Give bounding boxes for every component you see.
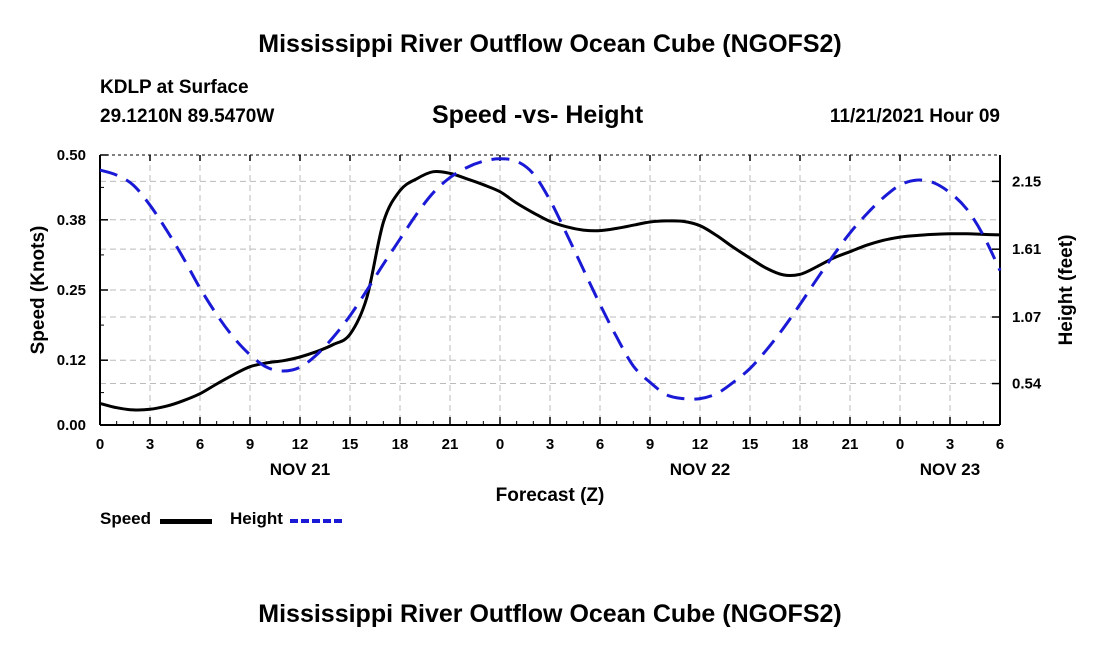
x-date-label: NOV 21 [270,460,330,479]
axes [99,154,1001,426]
y-left-tick-label: 0.12 [57,352,86,369]
station-label: KDLP at Surface [100,77,249,98]
series [99,157,1002,412]
x-tick-label: 9 [646,436,654,453]
x-tick-label: 18 [792,436,809,453]
x-tick-label: 12 [292,436,309,453]
x-tick-label: 6 [196,436,204,453]
y-left-tick-label: 0.25 [57,282,86,299]
x-tick-label: 6 [996,436,1004,453]
x-tick-label: 0 [96,436,104,453]
x-tick-label: 9 [246,436,254,453]
page-title: Mississippi River Outflow Ocean Cube (NG… [258,30,842,58]
chart-title: Speed -vs- Height [432,101,644,129]
x-tick-label: 6 [596,436,604,453]
y-left-tick-label: 0.50 [57,147,86,164]
grid [100,155,1000,425]
x-tick-label: 0 [896,436,904,453]
x-axis-label: Forecast (Z) [496,485,605,506]
y-right-tick-label: 1.61 [1012,241,1041,258]
y-axis-label-right: Height (feet) [1056,235,1077,346]
x-tick-label: 12 [692,436,709,453]
x-tick-label: 15 [742,436,759,453]
legend-height-label: Height [230,509,283,528]
x-tick-label: 15 [342,436,359,453]
labels: 0 3 6 9 12 15 18 21 0 3 6 9 12 15 18 21 0 3 6 NOV 21 NOV 22 N… [28,147,1077,506]
y-left-tick-label: 0.38 [57,212,86,229]
x-tick-label: 3 [146,436,154,453]
series-line-height [99,157,1002,401]
x-tick-label: 21 [442,436,459,453]
y-right-tick-label: 1.07 [1012,309,1041,326]
x-tick-label: 18 [392,436,409,453]
series-line-speed [99,169,1001,412]
x-tick-label: 21 [842,436,859,453]
legend-speed-swatch [160,519,212,524]
x-tick-label: 3 [946,436,954,453]
y-axis-label-left: Speed (Knots) [28,226,49,355]
legend-speed-label: Speed [100,509,152,528]
x-tick-label: 3 [546,436,554,453]
y-right-tick-label: 2.15 [1012,173,1041,190]
y-left-tick-label: 0.00 [57,417,86,434]
datetime-label: 11/21/2021 Hour 09 [829,106,1000,127]
coordinates-label: 29.1210N 89.5470W [100,106,275,127]
y-right-tick-label: 0.54 [1012,376,1042,393]
repeated-page-title: Mississippi River Outflow Ocean Cube (NG… [258,600,842,628]
x-date-label: NOV 23 [920,460,980,479]
x-date-label: NOV 22 [670,460,730,479]
legend-height-swatch [290,519,342,523]
x-tick-label: 0 [496,436,504,453]
